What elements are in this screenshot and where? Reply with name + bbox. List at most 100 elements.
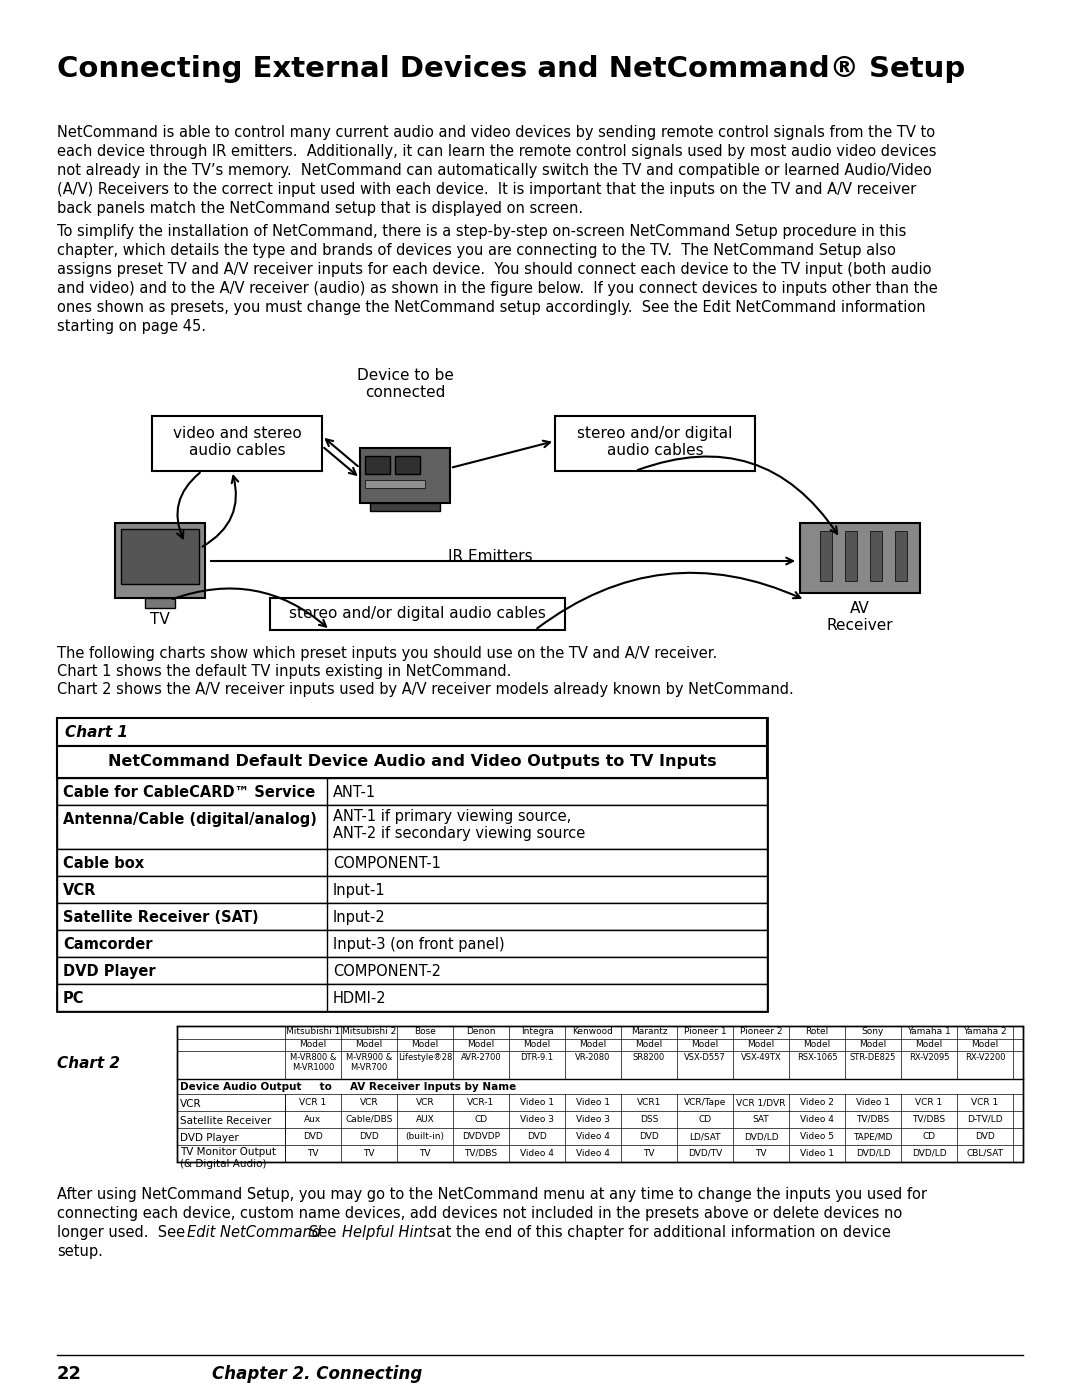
Text: Video 1: Video 1 xyxy=(800,1148,834,1158)
Text: DSS: DSS xyxy=(639,1115,658,1125)
Text: VCR 1: VCR 1 xyxy=(299,1098,326,1106)
Text: TV/DBS: TV/DBS xyxy=(464,1148,498,1158)
Bar xyxy=(895,531,907,581)
Text: DVD Player: DVD Player xyxy=(63,964,156,979)
Text: Model: Model xyxy=(355,1039,382,1049)
Text: LD/SAT: LD/SAT xyxy=(689,1132,720,1141)
Text: Input-3 (on front panel): Input-3 (on front panel) xyxy=(333,937,504,951)
Bar xyxy=(270,598,565,630)
Text: Yamaha 2: Yamaha 2 xyxy=(963,1027,1007,1037)
Text: M-VR800 &
M-VR1000: M-VR800 & M-VR1000 xyxy=(289,1053,336,1073)
Text: DVD: DVD xyxy=(975,1132,995,1141)
Text: COMPONENT-2: COMPONENT-2 xyxy=(333,964,441,979)
Bar xyxy=(57,876,767,902)
Text: Lifestyle®28: Lifestyle®28 xyxy=(397,1053,453,1062)
Text: (built-in): (built-in) xyxy=(405,1132,445,1141)
Text: VCR: VCR xyxy=(360,1098,378,1106)
Text: TV: TV xyxy=(307,1148,319,1158)
Text: video and stereo
audio cables: video and stereo audio cables xyxy=(173,426,301,458)
Text: Video 3: Video 3 xyxy=(519,1115,554,1125)
Bar xyxy=(57,849,767,876)
Text: TAPE/MD: TAPE/MD xyxy=(853,1132,893,1141)
Text: TV: TV xyxy=(150,612,170,627)
Text: RX-V2200: RX-V2200 xyxy=(964,1053,1005,1062)
Text: TV Monitor Output
(& Digital Audio): TV Monitor Output (& Digital Audio) xyxy=(180,1147,276,1169)
Text: DVD: DVD xyxy=(360,1132,379,1141)
Text: VCR: VCR xyxy=(416,1098,434,1106)
Text: Connecting External Devices and NetCommand® Setup: Connecting External Devices and NetComma… xyxy=(57,54,966,82)
Text: setup.: setup. xyxy=(57,1243,103,1259)
Text: Video 1: Video 1 xyxy=(519,1098,554,1106)
Text: IR Emitters: IR Emitters xyxy=(448,549,532,564)
Text: DVD/LD: DVD/LD xyxy=(912,1148,946,1158)
Bar xyxy=(152,416,322,471)
Text: Satellite Receiver (SAT): Satellite Receiver (SAT) xyxy=(63,909,258,925)
Text: Aux: Aux xyxy=(305,1115,322,1125)
Text: longer used.  See: longer used. See xyxy=(57,1225,190,1241)
Bar xyxy=(57,983,767,1011)
Text: Helpful Hints: Helpful Hints xyxy=(342,1225,436,1241)
Text: Device Audio Output     to     AV Receiver Inputs by Name: Device Audio Output to AV Receiver Input… xyxy=(180,1083,516,1092)
Text: Satellite Receiver: Satellite Receiver xyxy=(180,1116,271,1126)
Text: CD: CD xyxy=(699,1115,712,1125)
Text: Video 2: Video 2 xyxy=(800,1098,834,1106)
Bar xyxy=(177,1025,1023,1162)
Text: Video 5: Video 5 xyxy=(800,1132,834,1141)
Text: VCR-1: VCR-1 xyxy=(468,1098,495,1106)
Text: CBL/SAT: CBL/SAT xyxy=(967,1148,1003,1158)
Text: TV: TV xyxy=(363,1148,375,1158)
Text: VCR 1: VCR 1 xyxy=(971,1098,999,1106)
Text: CD: CD xyxy=(474,1115,487,1125)
Text: DVDVDP: DVDVDP xyxy=(462,1132,500,1141)
Text: NetCommand is able to control many current audio and video devices by sending re: NetCommand is able to control many curre… xyxy=(57,124,935,140)
Text: DVD Player: DVD Player xyxy=(180,1133,239,1143)
Text: D-TV/LD: D-TV/LD xyxy=(968,1115,1003,1125)
Text: ANT-1 if primary viewing source,
ANT-2 if secondary viewing source: ANT-1 if primary viewing source, ANT-2 i… xyxy=(333,809,585,841)
Text: RX-V2095: RX-V2095 xyxy=(908,1053,949,1062)
Text: VR-2080: VR-2080 xyxy=(576,1053,610,1062)
Text: DVD/TV: DVD/TV xyxy=(688,1148,723,1158)
Text: To simplify the installation of NetCommand, there is a step-by-step on-screen Ne: To simplify the installation of NetComma… xyxy=(57,224,906,239)
Text: Antenna/Cable (digital/analog): Antenna/Cable (digital/analog) xyxy=(63,812,316,827)
Bar xyxy=(57,718,767,746)
Text: at the end of this chapter for additional information on device: at the end of this chapter for additiona… xyxy=(432,1225,891,1241)
Text: Camcorder: Camcorder xyxy=(63,937,152,951)
Text: stereo and/or digital
audio cables: stereo and/or digital audio cables xyxy=(578,426,732,458)
Text: STR-DE825: STR-DE825 xyxy=(850,1053,896,1062)
Text: Pioneer 1: Pioneer 1 xyxy=(684,1027,727,1037)
Bar xyxy=(57,957,767,983)
Text: RSX-1065: RSX-1065 xyxy=(797,1053,837,1062)
Text: back panels match the NetCommand setup that is displayed on screen.: back panels match the NetCommand setup t… xyxy=(57,201,583,217)
Text: M-VR900 &
M-VR700: M-VR900 & M-VR700 xyxy=(346,1053,392,1073)
Text: Video 4: Video 4 xyxy=(576,1148,610,1158)
Bar xyxy=(395,455,420,474)
Text: Model: Model xyxy=(691,1039,718,1049)
Bar xyxy=(800,522,920,592)
Text: Input-1: Input-1 xyxy=(333,883,386,898)
Text: Model: Model xyxy=(860,1039,887,1049)
Text: AUX: AUX xyxy=(416,1115,434,1125)
Text: .  See: . See xyxy=(295,1225,341,1241)
Text: Video 4: Video 4 xyxy=(576,1132,610,1141)
Text: Chart 2: Chart 2 xyxy=(57,1056,120,1071)
Text: AV
Receiver: AV Receiver xyxy=(826,601,893,633)
Text: DVD/LD: DVD/LD xyxy=(744,1132,779,1141)
Text: assigns preset TV and A/V receiver inputs for each device.  You should connect e: assigns preset TV and A/V receiver input… xyxy=(57,263,931,277)
Text: Bose: Bose xyxy=(414,1027,436,1037)
Bar xyxy=(145,598,175,608)
Text: not already in the TV’s memory.  NetCommand can automatically switch the TV and : not already in the TV’s memory. NetComma… xyxy=(57,163,932,177)
Text: Model: Model xyxy=(299,1039,326,1049)
Text: Sony: Sony xyxy=(862,1027,885,1037)
Bar xyxy=(114,522,205,598)
Bar xyxy=(845,531,858,581)
Text: VCR: VCR xyxy=(180,1099,202,1109)
Text: Video 1: Video 1 xyxy=(576,1098,610,1106)
Text: Chart 1 shows the default TV inputs existing in NetCommand.: Chart 1 shows the default TV inputs exis… xyxy=(57,664,511,679)
Bar xyxy=(360,448,450,503)
Text: Video 1: Video 1 xyxy=(856,1098,890,1106)
Bar xyxy=(365,455,390,474)
Text: VCR: VCR xyxy=(63,883,96,898)
Bar xyxy=(555,416,755,471)
Text: Cable/DBS: Cable/DBS xyxy=(346,1115,393,1125)
Bar xyxy=(57,902,767,930)
